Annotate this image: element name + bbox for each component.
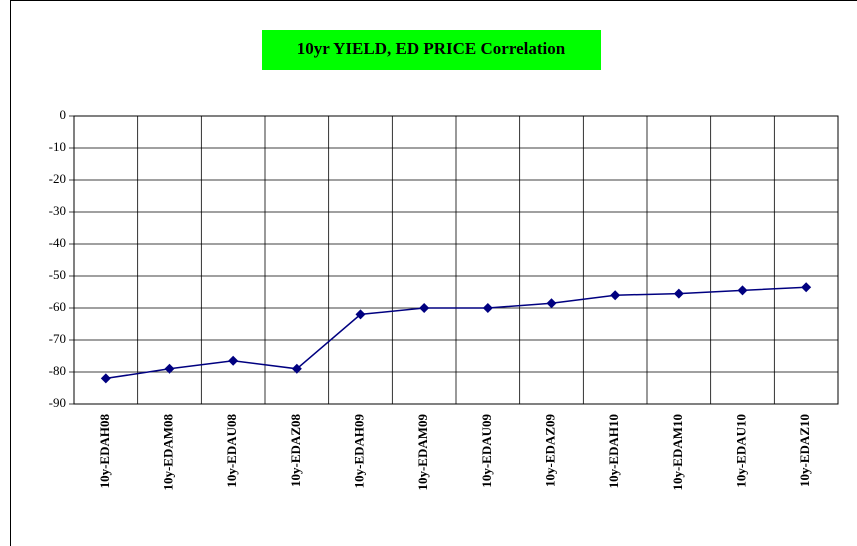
x-tick-label: 10y-EDAU08	[224, 414, 239, 488]
y-tick-label: -20	[49, 171, 66, 186]
x-tick-label: 10y-EDAH10	[606, 414, 621, 488]
series-line	[105, 286, 807, 380]
point-marker	[164, 363, 175, 374]
point-marker	[482, 303, 493, 313]
point-marker	[610, 290, 621, 301]
point-marker	[355, 309, 366, 320]
y-tick-label: -90	[49, 395, 66, 410]
x-tick-label: 10y-EDAH08	[97, 414, 112, 489]
x-tick-label: 10y-EDAM09	[415, 414, 430, 491]
y-tick-label: -60	[49, 299, 66, 314]
x-tick-label: 10y-EDAM10	[670, 414, 685, 491]
chart-frame	[10, 0, 857, 546]
point-marker	[100, 373, 111, 384]
y-tick-label: -70	[49, 331, 66, 346]
x-tick-label: 10y-EDAH09	[351, 414, 366, 489]
x-tick-label: 10y-EDAU09	[479, 414, 494, 488]
y-tick-label: -40	[49, 235, 66, 250]
y-tick-label: 0	[60, 107, 67, 122]
point-marker	[801, 282, 812, 293]
point-marker	[673, 288, 684, 299]
point-marker	[737, 285, 748, 296]
point-marker	[291, 363, 302, 374]
y-tick-label: -50	[49, 267, 66, 282]
chart-title: 10yr YIELD, ED PRICE Correlation	[297, 39, 566, 58]
point-marker	[546, 298, 557, 309]
x-tick-label: 10y-EDAZ10	[797, 414, 812, 487]
y-tick-label: -10	[49, 139, 66, 154]
x-tick-label: 10y-EDAU10	[733, 414, 748, 488]
point-marker	[419, 303, 430, 313]
x-tick-label: 10y-EDAM08	[160, 414, 175, 491]
y-tick-label: -30	[49, 203, 66, 218]
x-tick-label: 10y-EDAZ08	[288, 414, 303, 487]
title-box	[262, 30, 601, 70]
y-tick-label: -80	[49, 363, 66, 378]
plot-border	[73, 115, 839, 405]
point-marker	[228, 355, 239, 366]
x-tick-label: 10y-EDAZ09	[542, 414, 557, 487]
